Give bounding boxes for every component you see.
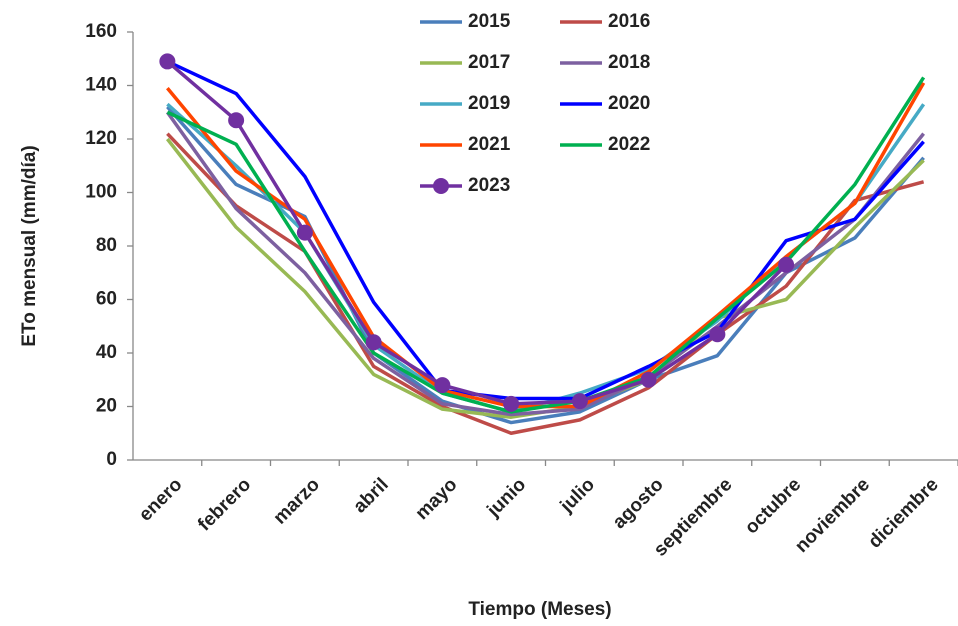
y-tick-label: 0: [106, 449, 117, 470]
y-tick-label: 80: [96, 235, 117, 256]
series-line: [166, 60, 788, 406]
series-line: [165, 111, 925, 417]
series-line: [166, 76, 926, 414]
series-line: [166, 59, 925, 401]
x-tick-label: diciembre: [864, 474, 942, 552]
y-tick-label: 160: [85, 21, 117, 42]
series-line: [166, 81, 926, 409]
series-line: [165, 137, 925, 419]
legend-label: 2015: [468, 11, 511, 32]
legend-label: 2018: [608, 52, 650, 73]
y-tick-label: 60: [96, 289, 117, 310]
series-line: [166, 132, 925, 435]
x-tick-label: agosto: [609, 474, 668, 533]
x-tick-label: febrero: [194, 474, 255, 535]
x-tick-label: octubre: [741, 474, 805, 538]
series-marker: [709, 326, 726, 343]
legend-label: 2017: [468, 52, 510, 73]
x-tick-label: junio: [483, 474, 531, 522]
x-tick-label: noviembre: [791, 474, 874, 557]
legend-label: 2023: [468, 175, 510, 196]
y-tick-label: 120: [85, 128, 117, 149]
series-line: [166, 105, 925, 425]
series-marker: [159, 53, 176, 70]
series-marker: [571, 393, 588, 410]
series-marker: [503, 395, 520, 412]
y-axis-label: ETo mensual (mm/día): [19, 145, 40, 346]
legend-label: 2022: [608, 134, 650, 155]
legend-label: 2019: [468, 93, 510, 114]
legend-label: 2020: [608, 93, 650, 114]
series-marker: [434, 377, 451, 394]
x-tick-label: julio: [556, 474, 599, 517]
y-tick-label: 100: [85, 182, 117, 203]
series-marker: [365, 334, 382, 351]
series-marker: [296, 224, 313, 241]
legend-marker: [433, 178, 449, 194]
legend-label: 2021: [468, 134, 511, 155]
series-marker: [640, 371, 657, 388]
x-tick-label: marzo: [270, 474, 324, 528]
y-tick-label: 140: [85, 75, 117, 96]
x-tick-label: abril: [349, 474, 392, 517]
y-tick-label: 20: [96, 396, 117, 417]
series-marker: [228, 112, 245, 129]
x-axis-label: Tiempo (Meses): [468, 599, 611, 620]
x-tick-label: enero: [135, 474, 186, 525]
legend-label: 2016: [608, 11, 650, 32]
y-tick-label: 40: [96, 342, 117, 363]
series-marker: [778, 256, 795, 273]
x-tick-label: mayo: [412, 474, 462, 524]
